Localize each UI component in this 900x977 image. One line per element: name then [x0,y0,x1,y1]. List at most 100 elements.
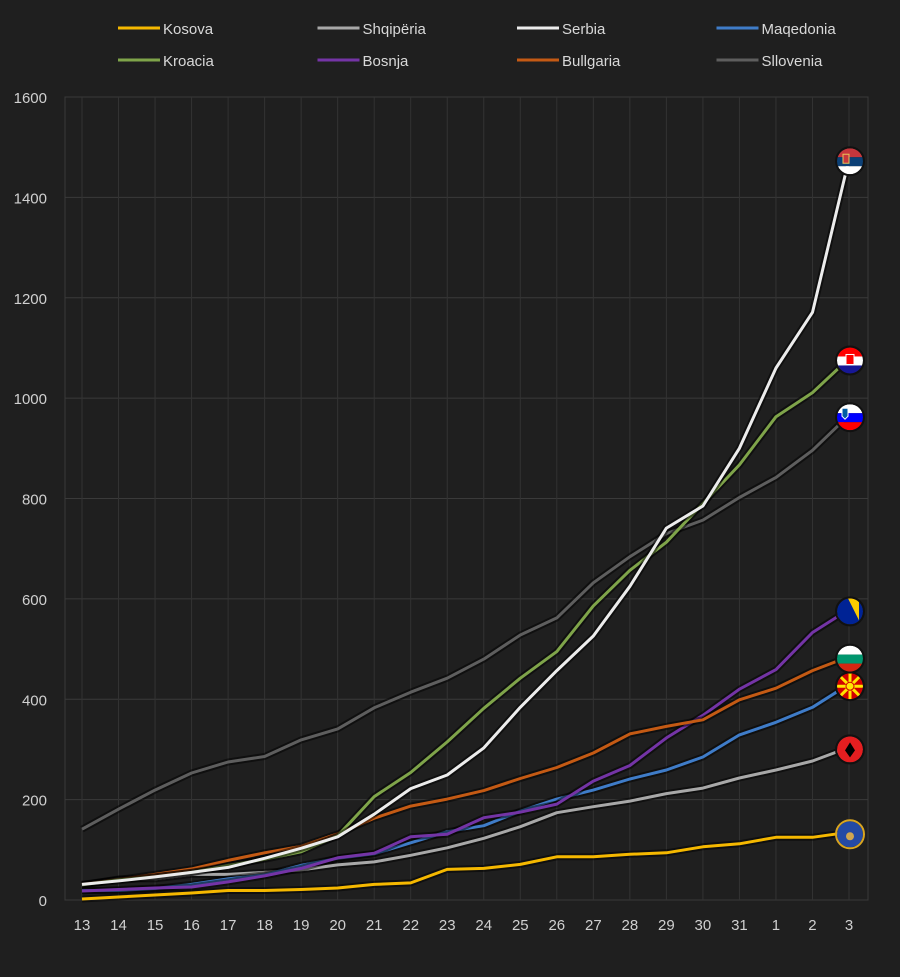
flag-artwork [837,821,863,848]
x-tick-label: 31 [731,917,748,934]
flag-border [835,402,865,433]
flag-map [846,832,854,841]
flag-red [837,422,863,431]
flag-border [835,643,865,674]
x-tick-label: 13 [74,917,91,934]
flag-artwork [837,673,863,700]
flag-red [837,148,863,158]
y-tick-label: 1400 [14,190,47,207]
x-tick-label: 22 [402,917,419,934]
legend-label: Kroacia [163,53,215,70]
legend-label: Bosnja [363,53,410,70]
legend-item-bosnja: Bosnja [317,53,410,70]
flag-blue [837,413,863,423]
flag-blue [837,157,863,167]
legend-label: Kosova [163,21,214,38]
flag-triangle [848,598,859,621]
y-tick-label: 1000 [14,391,47,408]
x-tick-label: 14 [110,917,127,934]
flag-border [835,734,865,765]
y-tick-label: 1200 [14,291,47,308]
bulgaria-flag-icon [835,643,865,674]
y-tick-label: 600 [22,592,47,609]
flag-blue [837,365,863,374]
series-line-shqipëria [81,745,850,887]
flag-red [837,663,863,672]
x-tick-label: 23 [439,917,456,934]
series-line-bosnja [81,608,850,893]
flag-white [837,166,863,175]
flag-border [835,596,865,627]
albania-flag-icon [835,734,865,765]
y-tick-label: 400 [22,692,47,709]
y-tick-label: 0 [39,893,47,910]
flag-border [835,345,865,376]
x-tick-label: 3 [845,917,853,934]
flag-white [837,404,863,414]
flag-green [837,654,863,664]
legend-item-shqipëria: Shqipëria [317,21,427,38]
y-axis: 0 200 400 600 800 1000 1200 1400 1600 [14,90,47,910]
x-tick-label: 16 [183,917,200,934]
legend-item-bullgaria: Bullgaria [517,53,621,70]
flag-markers [835,146,865,850]
flag-artwork [837,404,863,431]
flag-white [837,645,863,655]
bosnia-flag-icon [835,596,865,627]
flag-coat [841,407,849,420]
x-tick-label: 27 [585,917,602,934]
flag-artwork [837,148,863,175]
legend-label: Serbia [562,21,606,38]
x-tick-label: 28 [622,917,639,934]
legend-item-kroacia: Kroacia [118,53,215,70]
x-tick-label: 30 [695,917,712,934]
north-macedonia-flag-icon [835,671,865,702]
legend-label: Sllovenia [762,53,824,70]
flag-sun [845,681,855,691]
x-tick-label: 19 [293,917,310,934]
flag-eagle [845,742,855,758]
y-tick-label: 800 [22,492,47,509]
x-tick-label: 20 [329,917,346,934]
flag-coat [842,153,850,164]
flag-artwork [837,598,863,625]
x-tick-label: 29 [658,917,675,934]
flag-artwork [837,736,863,763]
flag-checker [845,353,855,365]
legend-item-kosova: Kosova [118,21,214,38]
kosovo-flag-icon [835,819,865,850]
x-tick-label: 24 [475,917,492,934]
serbia-flag-icon [835,146,865,177]
x-axis: 13 14 15 16 17 18 19 20 21 22 23 24 25 26 27 28 29 30 31 1 2… [74,917,854,934]
series-line-serbia [81,158,851,886]
croatia-flag-icon [835,345,865,376]
x-tick-label: 21 [366,917,383,934]
legend-item-maqedonia: Maqedonia [716,21,837,38]
flag-artwork [837,347,863,374]
flag-red [837,347,863,357]
x-tick-label: 26 [548,917,565,934]
x-tick-label: 2 [808,917,816,934]
x-tick-label: 17 [220,917,237,934]
x-tick-label: 18 [256,917,273,934]
flag-border [835,146,865,177]
legend-item-serbia: Serbia [517,21,606,38]
x-tick-label: 25 [512,917,529,934]
y-tick-label: 200 [22,793,47,810]
legend-item-sllovenia: Sllovenia [716,53,824,70]
series-line-bullgaria [81,655,850,886]
series-line-kosova [81,830,850,901]
flag-artwork [837,645,863,672]
x-tick-label: 1 [772,917,780,934]
legend-label: Shqipëria [363,21,427,38]
legend-label: Maqedonia [762,21,837,38]
flag-border [835,819,865,850]
x-tick-label: 15 [147,917,164,934]
slovenia-flag-icon [835,402,865,433]
legend-label: Bullgaria [562,53,621,70]
series-line-sllovenia [81,414,851,831]
series-lines [80,158,853,903]
legend: Kosova Shqipëria Serbia Maqedonia Kroacia Bos… [118,21,836,70]
